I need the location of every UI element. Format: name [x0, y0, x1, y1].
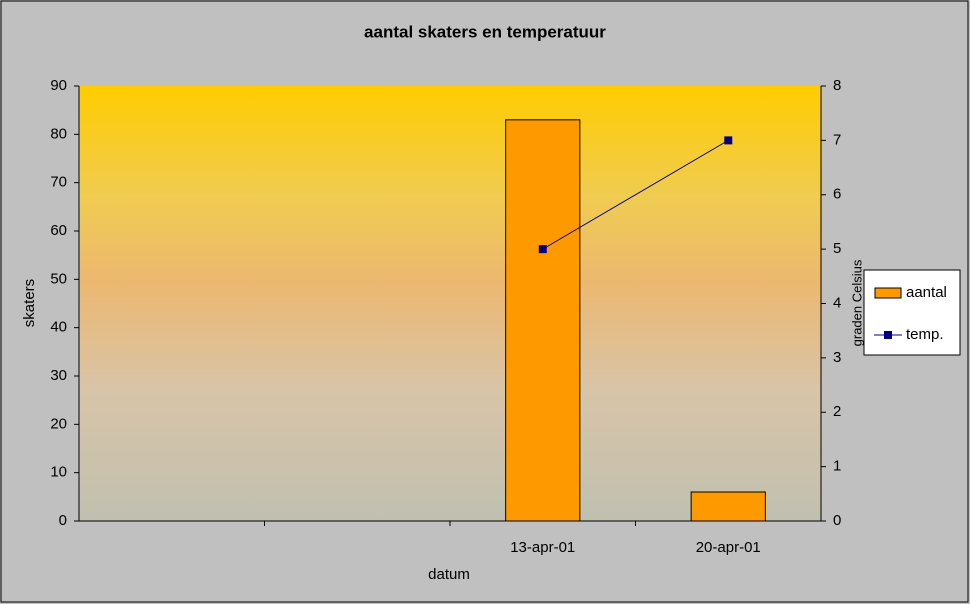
y-tick-label: 70: [50, 174, 67, 191]
line-marker: [724, 136, 733, 145]
legend-label: temp.: [906, 326, 944, 343]
y-tick-label: 10: [50, 464, 67, 481]
legend-label: aantal: [906, 284, 947, 301]
y-tick-label: 80: [50, 125, 67, 142]
line: [542, 139, 729, 250]
y2-tick-label: 1: [833, 458, 841, 475]
y-tick-label: 60: [50, 222, 67, 239]
y2-tick-label: 4: [833, 294, 841, 311]
x-tick-label: 13-apr-01: [510, 539, 575, 556]
bar: [690, 491, 766, 522]
y-tick-label: 90: [50, 77, 67, 94]
y2-tick-label: 8: [833, 77, 841, 94]
y2-tick-label: 7: [833, 131, 841, 148]
y2-tick-label: 6: [833, 186, 841, 203]
legend: [863, 269, 961, 356]
y-tick-label: 30: [50, 367, 67, 384]
y2-axis-title: graden Celsius: [849, 259, 864, 346]
y-tick-label: 40: [50, 319, 67, 336]
y2-tick-label: 0: [833, 512, 841, 529]
legend-swatch: [884, 331, 892, 339]
legend-swatch: [874, 287, 902, 299]
y2-tick-label: 2: [833, 403, 841, 420]
x-axis-title: datum: [428, 566, 470, 583]
y-tick-label: 0: [59, 512, 67, 529]
bar: [505, 119, 581, 522]
y-axis-title: skaters: [21, 279, 38, 327]
y2-tick-label: 5: [833, 240, 841, 257]
chart-title: aantal skaters en temperatuur: [364, 22, 606, 41]
line-marker: [538, 245, 547, 254]
x-tick-label: 20-apr-01: [696, 539, 761, 556]
y2-tick-label: 3: [833, 349, 841, 366]
y-tick-label: 20: [50, 415, 67, 432]
y-tick-label: 50: [50, 270, 67, 287]
